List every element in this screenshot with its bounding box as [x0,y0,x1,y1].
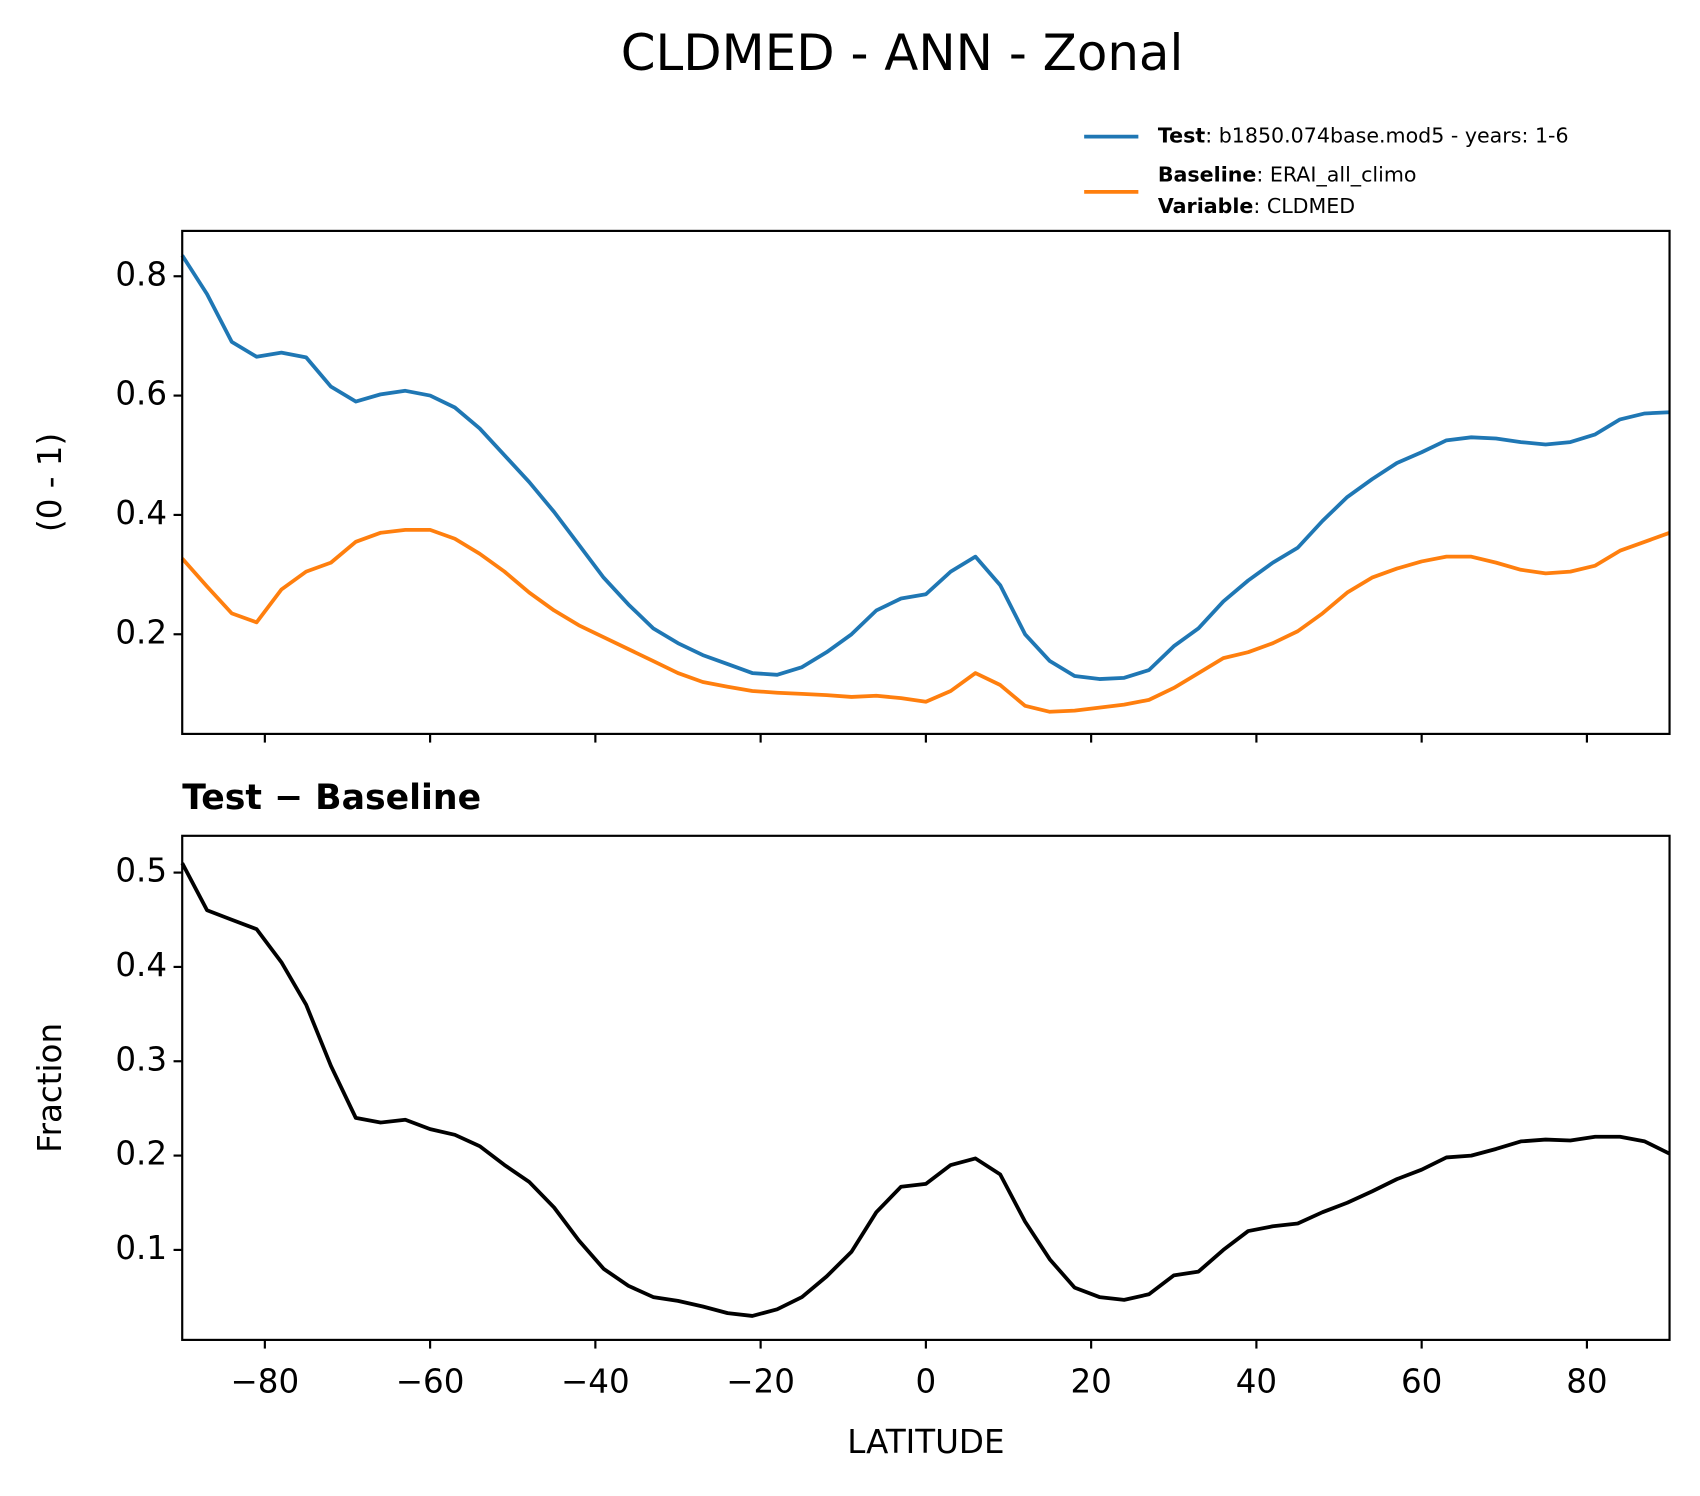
figure-title: CLDMED - ANN - Zonal [621,24,1184,82]
x-tick-label: −40 [561,1362,630,1400]
x-tick-label: 20 [1070,1362,1111,1400]
legend-entry: Variable: CLDMED [1158,194,1355,218]
y-tick-label: 0.4 [115,494,167,532]
y-axis-label: (0 - 1) [31,433,69,532]
y-tick-label: 0.3 [115,1040,167,1078]
legend-key: Test [1158,124,1206,148]
legend-text: : ERAI_all_climo [1256,163,1416,188]
data-line [180,254,1670,681]
x-tick-label: −60 [396,1362,465,1400]
x-axis-label: LATITUDE [847,1423,1004,1461]
y-tick-label: 0.1 [115,1229,167,1267]
y-tick-label: 0.2 [115,1135,167,1173]
data-line [180,527,1671,714]
y-tick-label: 0.2 [115,613,167,651]
plot-frame [181,229,1671,735]
data-line [180,862,1671,1318]
legend-entry: Test: b1850.074base.mod5 - years: 1-6 [1158,124,1569,148]
x-tick-label: −20 [726,1362,795,1400]
legend-text: : CLDMED [1253,194,1355,218]
plot-frame [181,834,1671,1341]
legend-text: : b1850.074base.mod5 - years: 1-6 [1205,124,1568,148]
y-tick-label: 0.4 [115,946,167,984]
panel-title: Test − Baseline [182,778,481,818]
legend-entry: Baseline: ERAI_all_climo [1158,163,1417,188]
x-tick-label: −80 [231,1362,300,1400]
y-tick-label: 0.8 [115,255,167,293]
x-tick-label: 40 [1236,1362,1277,1400]
y-axis-label: Fraction [31,1023,69,1153]
legend-key: Variable [1158,194,1254,218]
x-tick-label: 80 [1566,1362,1607,1400]
x-tick-label: 60 [1401,1362,1442,1400]
y-tick-label: 0.5 [115,852,167,890]
y-tick-label: 0.6 [115,375,167,413]
legend-key: Baseline [1158,163,1257,187]
x-tick-label: 0 [916,1362,937,1400]
